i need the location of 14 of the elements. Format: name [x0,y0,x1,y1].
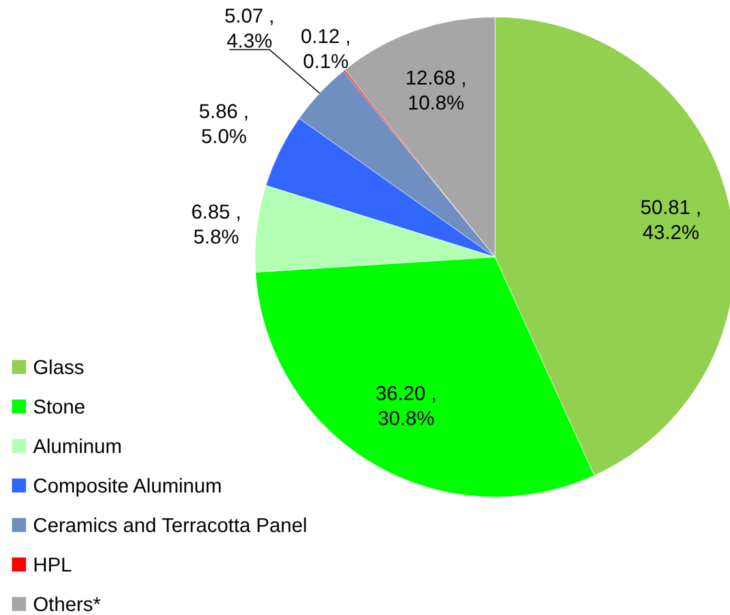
legend-label: Stone [33,396,86,418]
legend-label: Aluminum [33,436,122,458]
legend-label: Others* [33,594,102,615]
data-label: 50.81 , 43.2% [640,196,702,244]
data-label: 5.86 , 5.0% [198,100,249,148]
legend-label: Ceramics and Terracotta Panel [33,515,308,537]
legend-label: HPL [33,554,72,576]
legend-label: Glass [33,357,84,379]
legend-label: Composite Aluminum [33,476,222,498]
data-label: 12.68 , 10.8% [405,67,467,114]
data-label: 6.85 , 5.8% [191,201,242,248]
data-label: 36.20 , 30.8% [376,383,437,430]
data-label: 5.07 , 4.3% [224,6,274,53]
data-label: 0.12 , 0.1% [300,26,351,74]
